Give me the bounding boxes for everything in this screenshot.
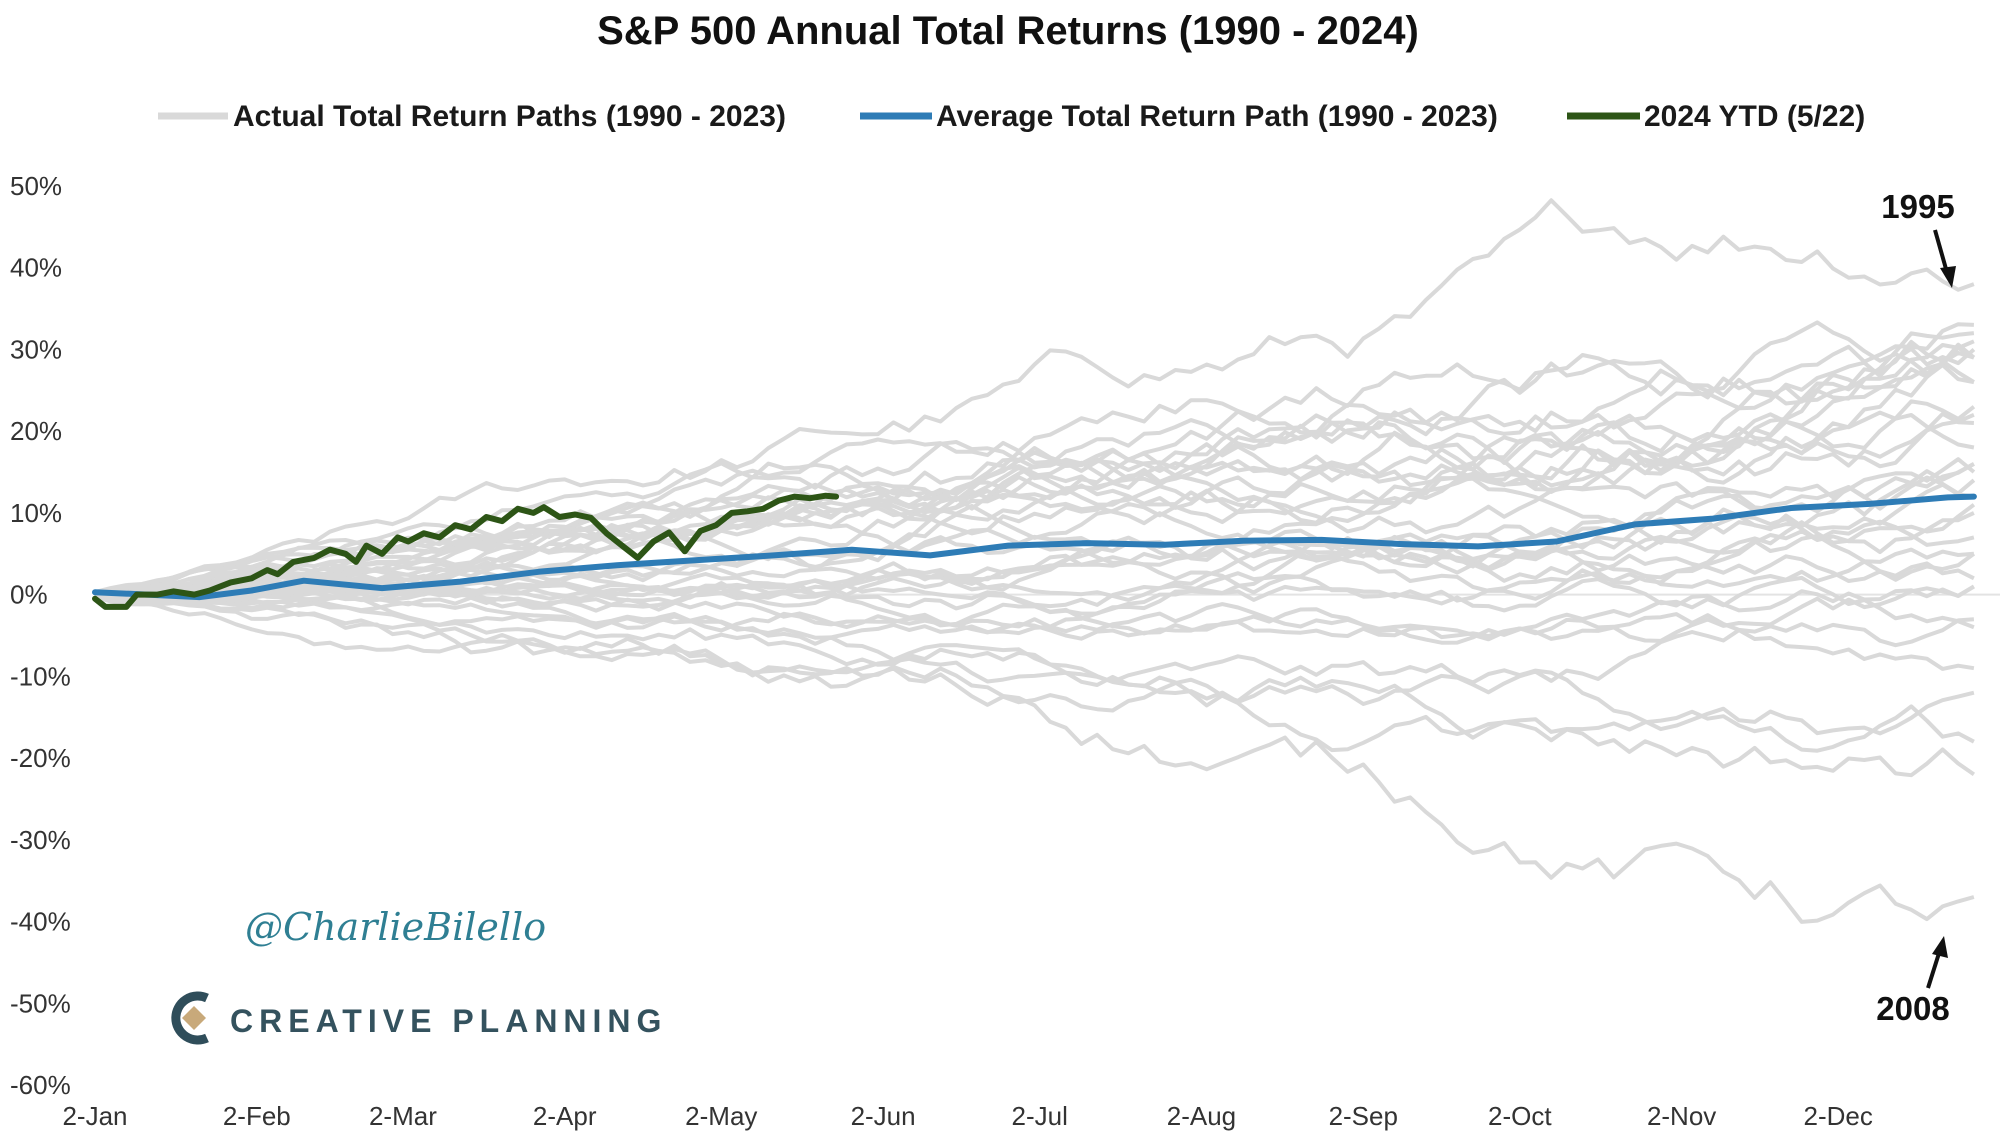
return-path-line bbox=[94, 339, 1975, 598]
logo-diamond-icon bbox=[182, 1006, 206, 1030]
y-tick-label: -10% bbox=[10, 661, 71, 691]
y-tick-label: 30% bbox=[10, 334, 62, 364]
x-tick-label: 2-Jul bbox=[1011, 1101, 1067, 1131]
return-path-line bbox=[94, 462, 1975, 613]
annotation-1995-arrowhead bbox=[1940, 266, 1956, 288]
annotation-1995: 1995 bbox=[1881, 188, 1956, 288]
y-tick-label: -40% bbox=[10, 907, 71, 937]
x-tick-label: 2-Aug bbox=[1167, 1101, 1236, 1131]
x-tick-label: 2-Oct bbox=[1488, 1101, 1552, 1131]
brand-name: CREATIVE PLANNING bbox=[230, 1003, 667, 1039]
y-tick-label: -20% bbox=[10, 743, 71, 773]
y-tick-label: -30% bbox=[10, 825, 71, 855]
return-path-line bbox=[94, 339, 1975, 598]
chart-title: S&P 500 Annual Total Returns (1990 - 202… bbox=[597, 9, 1419, 53]
return-path-line bbox=[94, 571, 1975, 630]
y-tick-label: -50% bbox=[10, 988, 71, 1018]
annotation-1995-label: 1995 bbox=[1881, 188, 1954, 225]
y-axis: 50% 40% 30% 20% 10% 0% -10% -20% -30% -40% -50% -60… bbox=[10, 171, 71, 1100]
actual-return-paths bbox=[94, 198, 1976, 924]
x-tick-label: 2-Nov bbox=[1647, 1101, 1716, 1131]
legend: Actual Total Return Paths (1990 - 2023) … bbox=[158, 100, 1865, 133]
x-tick-label: 2-Feb bbox=[223, 1101, 291, 1131]
y-tick-label: 10% bbox=[10, 498, 62, 528]
y-tick-label: 20% bbox=[10, 416, 62, 446]
y-tick-label: -60% bbox=[10, 1070, 71, 1100]
return-path-line bbox=[94, 198, 1975, 596]
y-tick-label: 50% bbox=[10, 171, 62, 201]
x-tick-label: 2-Jan bbox=[62, 1101, 127, 1131]
x-axis: 2-Jan 2-Feb 2-Mar 2-Apr 2-May 2-Jun 2-Jul 2-Aug… bbox=[62, 1101, 1872, 1131]
return-path-line bbox=[94, 331, 1975, 597]
x-tick-label: 2-May bbox=[685, 1101, 757, 1131]
x-tick-label: 2-Jun bbox=[851, 1101, 916, 1131]
creative-planning-logo: CREATIVE PLANNING bbox=[171, 991, 667, 1045]
author-handle: @CharlieBilello bbox=[245, 905, 546, 949]
x-tick-label: 2-Dec bbox=[1804, 1101, 1873, 1131]
return-path-line bbox=[94, 559, 1975, 603]
legend-label-paths: Actual Total Return Paths (1990 - 2023) bbox=[233, 100, 786, 133]
x-tick-label: 2-Apr bbox=[533, 1101, 597, 1131]
legend-label-ytd: 2024 YTD (5/22) bbox=[1644, 100, 1865, 133]
x-tick-label: 2-Mar bbox=[369, 1101, 437, 1131]
y-tick-label: 40% bbox=[10, 253, 62, 283]
annotation-2008-arrow bbox=[1926, 949, 1942, 989]
return-path-line bbox=[94, 592, 1976, 778]
ytd-2024-line bbox=[92, 492, 840, 610]
return-path-line bbox=[94, 410, 1975, 597]
return-path-line bbox=[94, 457, 1976, 597]
annotation-2008-arrowhead bbox=[1932, 936, 1948, 958]
average-return-line bbox=[92, 493, 1977, 601]
x-tick-label: 2-Sep bbox=[1329, 1101, 1398, 1131]
return-path-line bbox=[94, 595, 1975, 924]
annotation-2008: 2008 bbox=[1876, 936, 1950, 1027]
return-path-line bbox=[94, 535, 1976, 609]
logo-c-icon bbox=[171, 991, 209, 1045]
return-path-line bbox=[94, 592, 1975, 736]
highlight-series bbox=[92, 492, 1977, 610]
legend-label-average: Average Total Return Path (1990 - 2023) bbox=[936, 100, 1498, 133]
return-path-line bbox=[94, 475, 1976, 598]
annotation-2008-label: 2008 bbox=[1876, 990, 1949, 1027]
return-path-line bbox=[94, 594, 1975, 753]
y-tick-label: 0% bbox=[10, 580, 48, 610]
